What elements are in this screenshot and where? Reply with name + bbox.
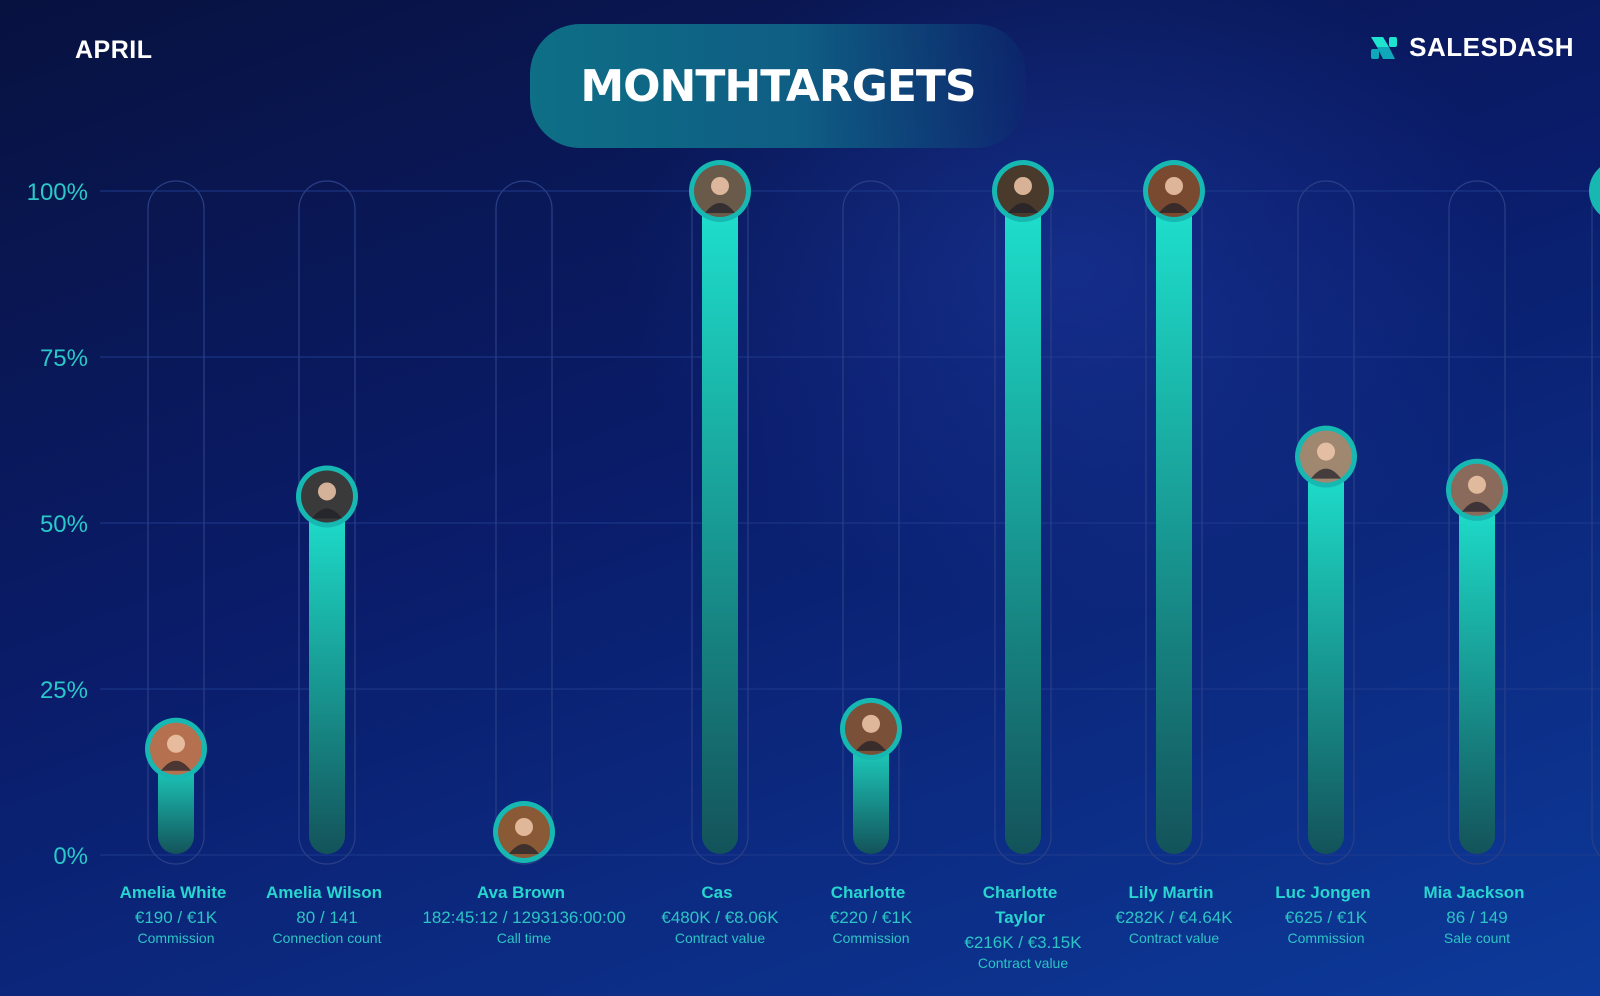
metric-name: Connection count bbox=[273, 930, 382, 946]
bar-fill bbox=[1005, 191, 1041, 854]
metric-name: Commission bbox=[137, 930, 214, 946]
bar-track bbox=[1297, 180, 1355, 865]
avatar-man-dark-hair bbox=[296, 465, 358, 528]
y-tick-label: 100% bbox=[27, 179, 88, 206]
avatar-face bbox=[711, 177, 729, 195]
target-value: €625 / €1K bbox=[1285, 908, 1368, 927]
bars bbox=[145, 160, 1600, 865]
person-name: Luc Jongen bbox=[1275, 883, 1370, 902]
target-bar bbox=[840, 180, 902, 865]
bar-track bbox=[298, 180, 356, 865]
avatar-photo bbox=[1594, 174, 1600, 208]
person-name: Amelia Wilson bbox=[266, 883, 382, 902]
target-value: €216K / €3.15K bbox=[964, 933, 1082, 952]
target-value: €480K / €8.06K bbox=[661, 908, 779, 927]
avatar-face bbox=[1317, 442, 1335, 461]
avatar-woman-curly-hair bbox=[145, 717, 207, 780]
bar-fill bbox=[1459, 489, 1495, 854]
avatar-body bbox=[1159, 203, 1189, 213]
person-name: Charlotte bbox=[831, 883, 906, 902]
bar-fill bbox=[702, 191, 738, 854]
avatar-body bbox=[856, 740, 886, 751]
person-name: Ava Brown bbox=[477, 883, 565, 902]
avatar-face bbox=[1468, 475, 1486, 494]
avatar-body bbox=[161, 760, 191, 771]
y-tick-label: 25% bbox=[40, 677, 88, 704]
bar-track bbox=[1448, 180, 1506, 865]
target-bar bbox=[689, 160, 751, 865]
avatar-face bbox=[1014, 177, 1032, 195]
avatar-body bbox=[509, 844, 539, 854]
metric-name: Contract value bbox=[978, 955, 1068, 971]
metric-name: Call time bbox=[497, 930, 552, 946]
target-bar bbox=[1143, 160, 1205, 865]
person-name: Amelia White bbox=[120, 883, 227, 902]
target-bar bbox=[493, 180, 555, 865]
avatar-body bbox=[1311, 468, 1341, 479]
avatar-man-beard bbox=[992, 160, 1054, 222]
title-banner: MONTHTARGETS bbox=[530, 24, 1026, 148]
avatar-face bbox=[318, 482, 336, 501]
target-value: €220 / €1K bbox=[830, 908, 913, 927]
avatar-dog bbox=[493, 801, 555, 863]
avatar-face bbox=[167, 734, 185, 753]
avatar-face bbox=[515, 818, 533, 836]
avatar-woman-dark-hair bbox=[1143, 160, 1205, 222]
target-value: 86 / 149 bbox=[1446, 908, 1507, 927]
y-tick-label: 50% bbox=[40, 511, 88, 538]
avatar-woman-headphones bbox=[1446, 458, 1508, 521]
target-value: €282K / €4.64K bbox=[1115, 908, 1233, 927]
avatar-body bbox=[705, 203, 735, 213]
avatar-blurred-face bbox=[1295, 425, 1357, 488]
bar-track bbox=[495, 180, 553, 865]
bar-track bbox=[842, 180, 900, 865]
target-bar bbox=[1446, 180, 1508, 865]
person-name: Taylor bbox=[995, 908, 1045, 927]
avatar-man-smiling bbox=[840, 697, 902, 760]
bar-fill bbox=[853, 728, 889, 854]
metric-name: Commission bbox=[1287, 930, 1364, 946]
y-tick-label: 0% bbox=[53, 843, 88, 870]
metric-name: Commission bbox=[832, 930, 909, 946]
bar-fill bbox=[309, 496, 345, 854]
avatar-body bbox=[1462, 501, 1492, 512]
bar-fill bbox=[1308, 456, 1344, 854]
x-labels: Amelia White €190 / €1K Commission Amelia W… bbox=[120, 883, 1525, 971]
target-bar bbox=[296, 180, 358, 865]
bar-track bbox=[1591, 188, 1600, 857]
brand: SALESDASH bbox=[1369, 32, 1574, 63]
person-name: Lily Martin bbox=[1128, 883, 1213, 902]
avatar bbox=[1589, 167, 1600, 215]
person-name: Cas bbox=[701, 883, 732, 902]
page-title: MONTHTARGETS bbox=[580, 60, 976, 112]
avatar-body bbox=[312, 508, 342, 519]
avatar-face bbox=[862, 714, 880, 733]
brand-name: SALESDASH bbox=[1409, 32, 1574, 62]
target-bar bbox=[1295, 180, 1357, 865]
salesdash-logo-icon bbox=[1371, 36, 1398, 59]
target-value: 182:45:12 / 1293136:00:00 bbox=[422, 908, 625, 927]
metric-name: Sale count bbox=[1444, 930, 1510, 946]
metric-name: Contract value bbox=[675, 930, 765, 946]
y-axis: 0% 25% 50% 75% 100% bbox=[27, 179, 88, 870]
bar-fill bbox=[1156, 191, 1192, 854]
person-name: Mia Jackson bbox=[1423, 883, 1524, 902]
target-bar bbox=[145, 180, 207, 865]
month-label: APRIL bbox=[75, 36, 153, 64]
y-tick-label: 75% bbox=[40, 345, 88, 372]
target-bar bbox=[992, 160, 1054, 865]
target-value: €190 / €1K bbox=[135, 908, 218, 927]
metric-name: Contract value bbox=[1129, 930, 1219, 946]
target-bar bbox=[1589, 167, 1600, 857]
avatar-person-costume bbox=[689, 160, 751, 222]
avatar-face bbox=[1165, 177, 1183, 195]
target-value: 80 / 141 bbox=[296, 908, 357, 927]
person-name: Charlotte bbox=[983, 883, 1058, 902]
bar-track bbox=[147, 180, 205, 865]
avatar-body bbox=[1008, 203, 1038, 213]
